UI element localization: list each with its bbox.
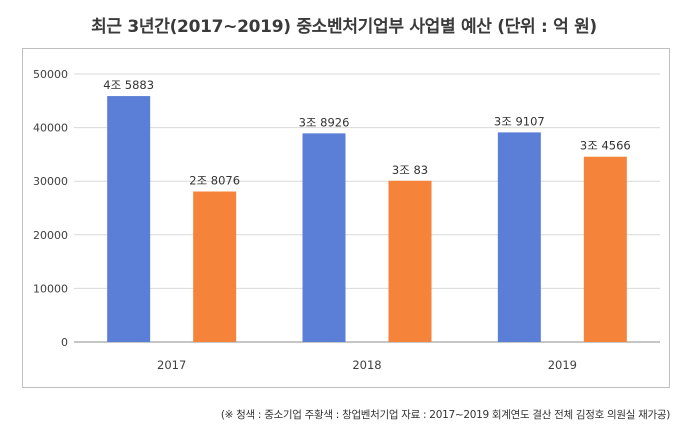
chart-frame [22,48,670,388]
bar-series1-2018 [302,133,346,342]
data-label: 3조 9107 [494,114,545,128]
bar-series1-2017 [107,96,151,342]
y-tick-label: 30000 [33,175,68,188]
data-label: 3조 4566 [580,139,631,153]
bar-series2-2019 [583,156,627,342]
bar-series1-2019 [497,132,541,342]
y-tick-label: 40000 [33,122,68,135]
data-label: 3조 8926 [299,115,350,129]
y-tick-label: 0 [61,336,68,349]
bar-chart: 0 10000 20000 30000 40000 50000 4조 5883 2조 8076… [33,68,660,372]
chart-title: 최근 3년간(2017~2019) 중소벤처기업부 사업별 예산 (단위 : 억… [91,17,597,37]
x-tick-label: 2018 [352,358,381,372]
y-tick-label: 20000 [33,229,68,242]
data-label: 3조 83 [392,163,428,177]
y-tick-label: 50000 [33,68,68,81]
x-tick-label: 2019 [548,358,577,372]
bar-series2-2018 [388,180,432,342]
source-note: (※ 청색 : 중소기업 주황색 : 창업벤처기업 자료 : 2017~2019… [220,409,670,421]
data-label: 2조 8076 [189,174,240,188]
x-tick-label: 2017 [157,358,186,372]
bar-series2-2017 [193,191,237,342]
data-label: 4조 5883 [103,78,154,92]
y-tick-label: 10000 [33,282,68,295]
